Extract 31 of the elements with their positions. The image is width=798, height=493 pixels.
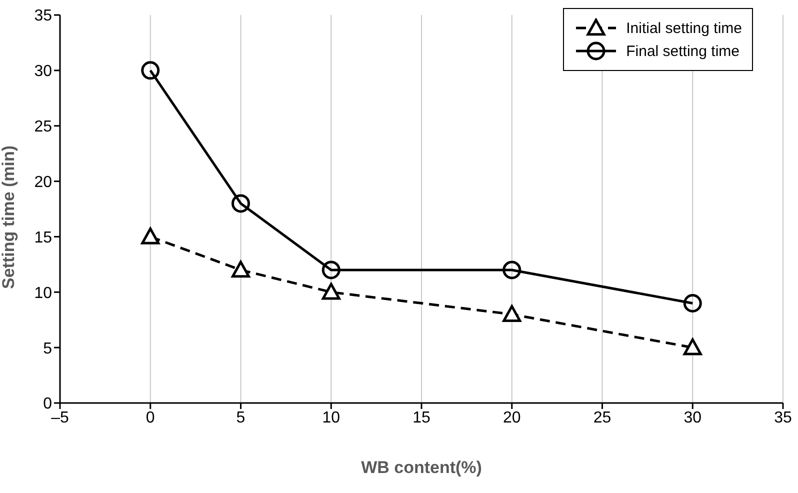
point [502, 260, 522, 280]
point [232, 260, 250, 278]
y-tick-label: 0 [43, 396, 52, 413]
y-tick-label: 10 [34, 284, 52, 302]
y-axis-title: Setting time (min) [0, 145, 18, 289]
legend-label: Final setting time [626, 42, 740, 60]
point [502, 305, 522, 322]
x-axis-title: WB content(%) [361, 458, 482, 477]
x-tick-label: 0 [146, 409, 155, 426]
point [141, 61, 160, 80]
y-tick-label: 15 [34, 229, 52, 246]
x-tick-label: –5 [51, 409, 69, 426]
point [683, 338, 702, 356]
x-tick-label: 15 [412, 409, 430, 426]
x-tick-label: 5 [236, 409, 246, 426]
y-tick-label: 30 [34, 63, 52, 80]
point [232, 194, 250, 213]
legend-label: Initial setting time [626, 20, 742, 36]
y-tick-label: 25 [34, 118, 52, 136]
y-tick-label: 20 [34, 174, 52, 191]
x-tick-label: 10 [322, 409, 340, 426]
x-tick-label: 20 [502, 409, 521, 426]
x-tick-label: 25 [593, 409, 612, 426]
point [322, 282, 340, 300]
point [141, 227, 160, 244]
x-tick-label: 30 [684, 409, 702, 426]
x-tick-label: 35 [774, 409, 792, 426]
point [322, 260, 340, 280]
y-tick-label: 35 [34, 8, 52, 25]
point [683, 294, 702, 312]
y-tick-label: 5 [43, 340, 52, 358]
